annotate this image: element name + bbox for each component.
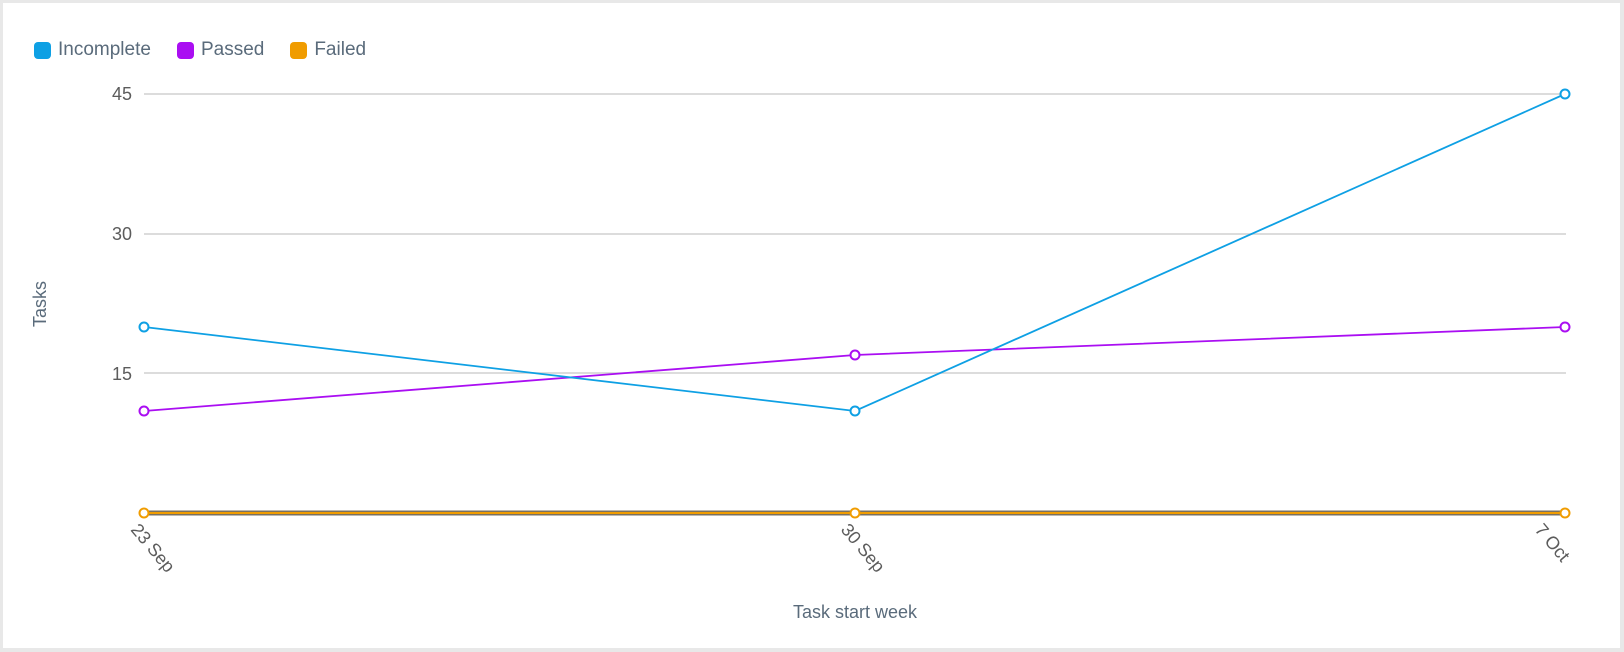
data-point[interactable] bbox=[1559, 507, 1571, 519]
legend-item-passed[interactable]: Passed bbox=[176, 39, 265, 61]
legend-label: Incomplete bbox=[58, 39, 151, 60]
data-point[interactable] bbox=[138, 507, 150, 519]
data-point[interactable] bbox=[1559, 88, 1571, 100]
data-point[interactable] bbox=[1559, 321, 1571, 333]
chart-legend: Incomplete Passed Failed bbox=[34, 39, 366, 61]
chart-card: Incomplete Passed Failed bbox=[3, 3, 1620, 648]
data-point[interactable] bbox=[849, 349, 861, 361]
data-point[interactable] bbox=[138, 405, 150, 417]
x-tick-30-sep: 30 Sep bbox=[837, 520, 889, 577]
incomplete-swatch-icon bbox=[34, 41, 51, 59]
y-axis-title: Tasks bbox=[30, 281, 50, 327]
x-tick-23-sep: 23 Sep bbox=[127, 520, 179, 577]
passed-swatch-icon bbox=[176, 41, 194, 59]
data-point[interactable] bbox=[138, 321, 150, 333]
series-incomplete bbox=[138, 88, 1571, 417]
y-tick-15: 15 bbox=[112, 364, 132, 384]
data-point[interactable] bbox=[849, 507, 861, 519]
failed-swatch-icon bbox=[290, 41, 308, 59]
legend-item-failed[interactable]: Failed bbox=[290, 39, 366, 61]
series-failed bbox=[138, 507, 1571, 519]
gridlines bbox=[144, 93, 1566, 374]
legend-item-incomplete[interactable]: Incomplete bbox=[34, 39, 151, 61]
legend-label: Passed bbox=[200, 39, 265, 60]
y-tick-30: 30 bbox=[112, 224, 132, 244]
x-tick-7-oct: 7 Oct bbox=[1531, 520, 1574, 566]
series-passed bbox=[138, 321, 1571, 417]
data-point[interactable] bbox=[849, 405, 861, 417]
x-axis-title: Task start week bbox=[793, 602, 918, 622]
y-tick-45: 45 bbox=[112, 84, 132, 104]
legend-label: Failed bbox=[314, 39, 367, 60]
